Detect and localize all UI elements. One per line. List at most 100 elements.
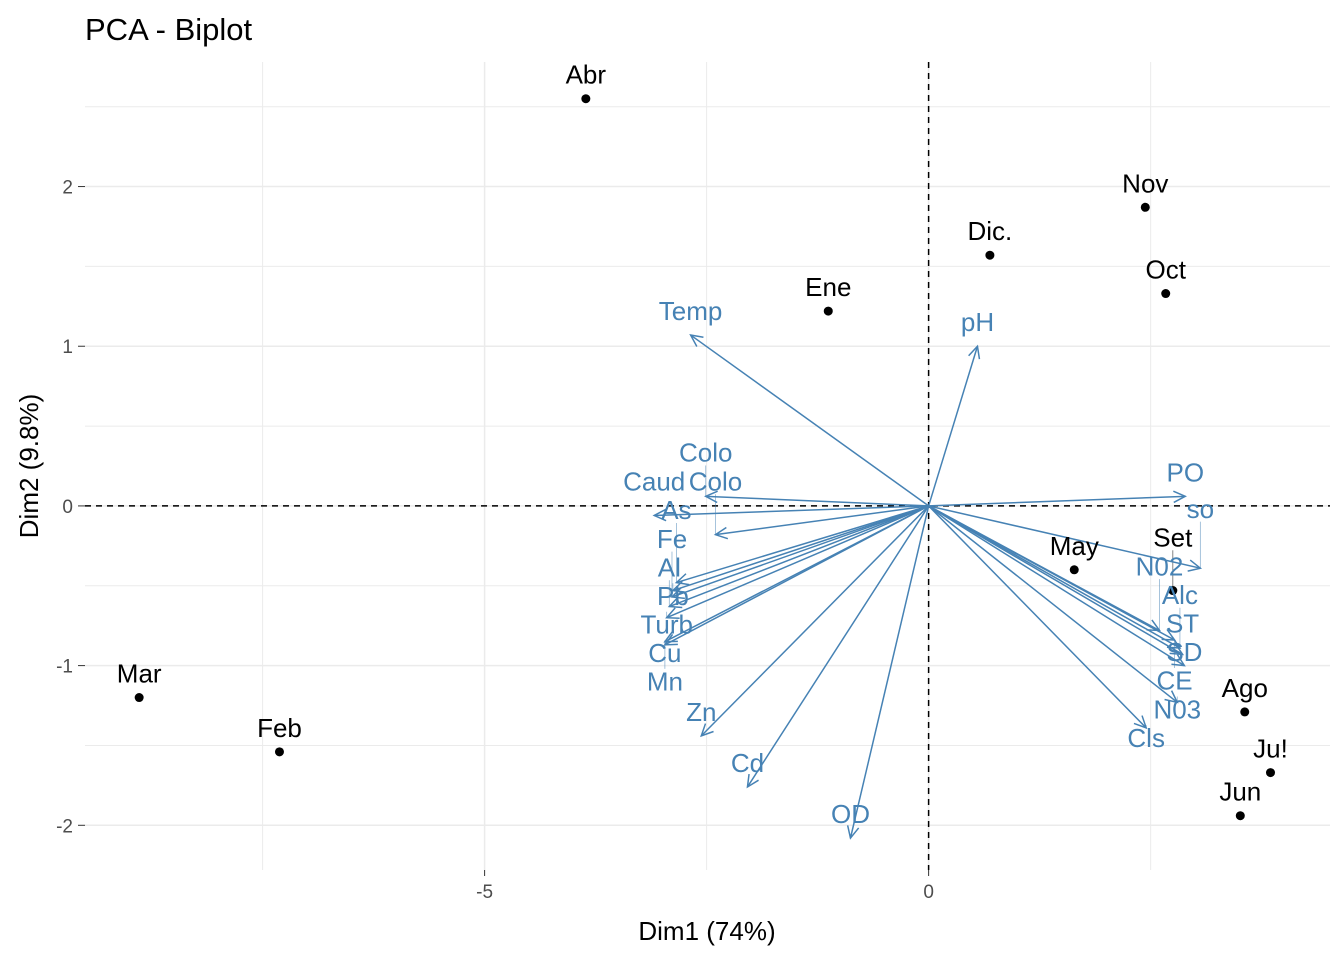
variable-label: Turb	[640, 610, 693, 640]
variable-label: so	[1187, 494, 1214, 524]
variable-arrow	[654, 505, 929, 517]
individual-label: Jun	[1219, 777, 1261, 807]
x-axis-label: Dim1 (74%)	[638, 916, 775, 946]
variable-arrow	[705, 495, 929, 507]
variable-arrow	[676, 505, 929, 584]
variable-label: Cu	[648, 638, 681, 668]
chart-title: PCA - Biplot	[85, 12, 253, 47]
arrow-head	[1173, 490, 1187, 504]
individual-point	[1161, 289, 1171, 299]
arrow-head	[1164, 690, 1179, 704]
variable-arrow	[928, 505, 1147, 729]
y-tick-label: -2	[56, 816, 73, 837]
variable-label: Al	[658, 553, 681, 583]
individual-label: Mar	[117, 659, 162, 689]
individual-label: Nov	[1122, 168, 1168, 198]
variable-label: OD	[831, 799, 870, 829]
y-tick-label: 0	[62, 497, 73, 518]
individual-point	[823, 306, 833, 316]
arrow-head	[846, 825, 860, 840]
individual-point	[581, 94, 591, 104]
individual-points	[134, 94, 1276, 821]
arrow-head	[652, 508, 667, 522]
y-tick-label: 1	[62, 337, 73, 358]
arrow-head	[968, 344, 981, 360]
variable-arrow	[849, 505, 930, 839]
y-tick-label: 2	[62, 178, 73, 199]
variable-label: Mn	[647, 667, 683, 697]
individual-point	[1266, 768, 1276, 778]
variable-arrow	[672, 505, 929, 592]
individual-point	[274, 747, 284, 757]
arrow-head	[713, 526, 729, 540]
arrow-head	[665, 607, 680, 620]
label-leader-lines	[664, 465, 1201, 728]
variable-label: Pb	[657, 581, 689, 611]
x-tick-label: 0	[923, 882, 934, 903]
individual-point	[1240, 707, 1250, 717]
individual-label: Abr	[566, 60, 607, 90]
axes: -5 0 -2 -1 0 1 2	[56, 62, 1330, 903]
y-tick-label: -1	[56, 657, 73, 678]
variable-arrow	[669, 505, 929, 608]
y-axis-label: Dim2 (9.8%)	[14, 394, 44, 538]
variable-arrow	[928, 495, 1186, 507]
individual-label: Ene	[805, 272, 851, 302]
variable-label: Caud	[623, 466, 685, 496]
variable-arrow	[700, 505, 930, 737]
variable-label: Cls	[1127, 723, 1165, 753]
arrow-head	[667, 596, 683, 609]
variable-label: Fe	[657, 524, 687, 554]
arrow-head	[689, 334, 704, 347]
arrow-head	[674, 573, 690, 586]
variable-arrow	[690, 334, 930, 507]
individual-label: Ju!	[1253, 734, 1288, 764]
variable-label: Temp	[659, 296, 723, 326]
arrow-head	[663, 630, 678, 643]
individual-label: Feb	[257, 713, 302, 743]
individual-point	[1235, 811, 1245, 821]
variable-label: CE	[1157, 666, 1193, 696]
arrow-head	[1169, 643, 1185, 656]
variable-arrow	[746, 505, 930, 788]
individual-point	[1140, 202, 1150, 212]
variable-arrows	[652, 334, 1203, 840]
individual-label: Set	[1153, 523, 1193, 553]
x-tick-label: -5	[476, 882, 493, 903]
individual-point	[1168, 586, 1178, 596]
individual-label: Oct	[1145, 255, 1186, 285]
individual-label: Ago	[1222, 673, 1268, 703]
variable-arrow	[928, 505, 1185, 667]
variable-label: ST	[1166, 609, 1199, 639]
variable-arrow	[666, 505, 929, 619]
arrow-head	[1146, 619, 1162, 632]
arrow-head	[704, 490, 718, 504]
variable-arrow	[928, 505, 1183, 656]
individual-label: May	[1050, 531, 1099, 561]
individual-label: Dic.	[968, 216, 1013, 246]
individual-point	[134, 693, 144, 703]
variable-arrow	[664, 505, 929, 646]
arrow-head	[663, 633, 678, 646]
variable-arrow	[927, 346, 979, 507]
arrow-head	[1171, 654, 1186, 667]
arrow-head	[746, 773, 759, 789]
variable-arrow	[928, 505, 1178, 703]
arrow-head	[700, 723, 714, 738]
variable-label: Cd	[731, 748, 764, 778]
variable-label: Alc	[1162, 580, 1198, 610]
individual-point	[985, 250, 995, 260]
arrow-head	[671, 580, 686, 593]
variable-label: Zn	[686, 697, 716, 727]
variable-label: Colo	[679, 438, 732, 468]
individual-point	[1069, 565, 1079, 575]
variable-arrow	[671, 505, 929, 598]
variable-arrow	[928, 505, 1201, 569]
variable-label: Colo	[689, 467, 742, 497]
variable-label: PO	[1167, 457, 1205, 487]
variable-label: N03	[1153, 694, 1201, 724]
variable-label: N02	[1136, 551, 1184, 581]
arrow-head	[1133, 715, 1148, 730]
